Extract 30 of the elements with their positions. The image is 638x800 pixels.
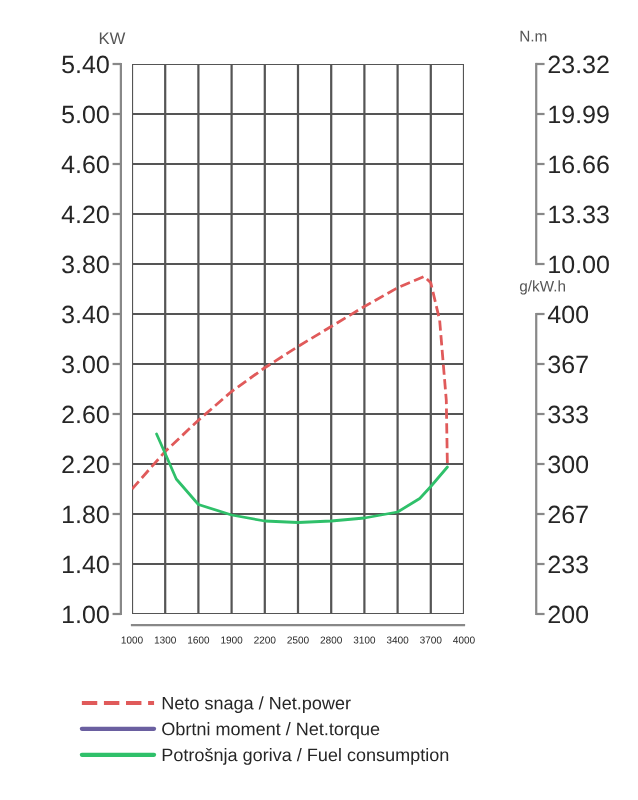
legend-label: Neto snaga / Net.power [162,696,351,714]
y-tick-label: 1.80 [63,505,109,524]
y-tick-label: 3.00 [62,355,109,374]
y2-tick-label: 333 [548,405,588,424]
y2-tick-label: 233 [548,555,588,574]
y3-tick-label: 10.00 [549,255,609,274]
y-tick-label: 1.40 [63,555,109,574]
legend-label: Potrošnja goriva / Fuel consumption [162,747,449,765]
y3-tick-label: 23.32 [548,55,609,74]
y-axis-title: KW [99,32,126,45]
y3-tick-label: 13.33 [549,205,609,224]
y-tick-label: 2.60 [62,405,109,424]
y-tick-label: 4.20 [61,205,109,224]
y2-tick-label: 300 [548,455,589,474]
y2-tick-label: 200 [548,605,589,624]
y-tick-label: 3.80 [62,255,109,274]
line-series [132,275,449,491]
y3-tick-label: 19.99 [549,105,609,124]
y-tick-label: 2.20 [62,455,109,474]
y-tick-label: 1.00 [63,605,109,624]
y2-tick-label: 367 [548,355,588,374]
y-tick-label: 4.60 [61,155,109,174]
y-tick-label: 3.40 [62,305,109,324]
y2-tick-label: 267 [548,505,588,524]
y2-tick-label: 400 [547,305,589,324]
y3-tick-label: 16.66 [549,155,609,174]
y-tick-label: 5.00 [62,105,109,124]
y-tick-label: 5.40 [62,55,109,74]
legend-label: Obrtni moment / Net.torque [162,722,380,739]
line-series [155,432,449,524]
